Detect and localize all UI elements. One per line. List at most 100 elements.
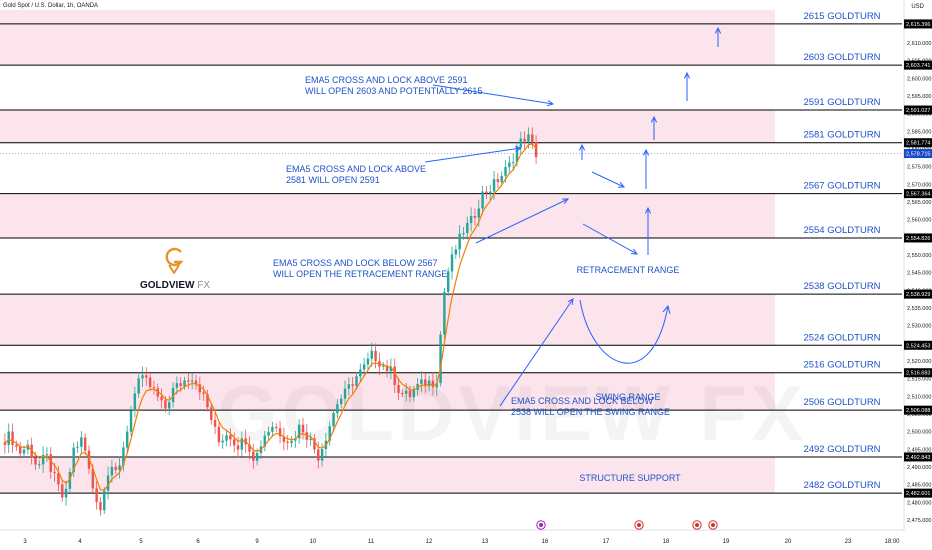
candle	[11, 431, 14, 445]
path-arrow-head	[644, 206, 652, 214]
y-tick-label: 2,475.000	[907, 518, 931, 524]
candle	[61, 484, 64, 498]
level-label: 2482 GOLDTURN	[803, 480, 880, 491]
candle	[297, 424, 301, 439]
price-tag-label: 2,591.027	[906, 108, 930, 114]
candle	[141, 375, 144, 379]
price-tag	[904, 340, 932, 350]
annotation-arrow-head	[515, 145, 523, 152]
candle	[355, 376, 358, 386]
candle	[477, 208, 480, 218]
event-icon-dot	[711, 523, 715, 527]
goldview-logo-icon	[165, 247, 184, 274]
y-tick-label: 2,535.000	[907, 306, 931, 312]
level-label: 2516 GOLDTURN	[803, 360, 880, 371]
candle	[343, 388, 347, 399]
candle	[229, 435, 232, 440]
candle	[359, 369, 362, 377]
candle	[531, 134, 534, 143]
candle	[95, 488, 98, 503]
candle	[439, 334, 442, 384]
candle	[301, 424, 305, 433]
candle	[122, 447, 125, 466]
annotation-arrow-head	[547, 100, 555, 107]
y-tick-label: 2,515.000	[907, 377, 931, 383]
price-tag-label: 2,538.929	[906, 292, 930, 298]
level-label: 2554 GOLDTURN	[803, 225, 880, 236]
price-tag	[904, 405, 932, 415]
candle	[389, 366, 393, 372]
candle	[454, 249, 458, 255]
annotation-arrow	[424, 147, 522, 163]
annotation-text: EMA5 CROSS AND LOCK BELOW 2567	[273, 258, 438, 268]
candle	[485, 191, 488, 194]
candle	[80, 437, 83, 447]
y-tick-label: 2,595.000	[907, 94, 931, 100]
y-tick-label: 2,490.000	[907, 465, 931, 471]
candle	[38, 464, 41, 466]
candle	[156, 388, 159, 397]
path-arrow-head	[578, 143, 586, 151]
candle	[18, 446, 22, 454]
path-arrow-head	[630, 248, 639, 255]
candle	[225, 435, 228, 441]
candle	[362, 364, 366, 370]
candle	[49, 454, 52, 472]
candle	[22, 449, 26, 454]
x-tick-label: 6	[196, 539, 200, 545]
candle	[179, 383, 182, 387]
candle	[397, 384, 400, 393]
annotation-text: WILL OPEN THE RETRACEMENT RANGE	[273, 269, 447, 279]
level-label: 2615 GOLDTURN	[803, 11, 880, 22]
candle	[91, 468, 95, 489]
price-tag-label: 2,482.601	[906, 491, 930, 497]
price-tag	[904, 19, 932, 29]
level-label: 2567 GOLDTURN	[803, 181, 880, 192]
candle	[267, 431, 270, 436]
level-label: 2603 GOLDTURN	[803, 52, 880, 63]
swing-curve	[579, 299, 669, 364]
candle	[404, 390, 408, 394]
candle	[236, 445, 240, 450]
y-tick-label: 2,480.000	[907, 500, 931, 506]
candle	[206, 394, 209, 408]
candle	[492, 179, 496, 192]
zone-band	[0, 110, 775, 143]
candle	[278, 428, 282, 437]
candle	[511, 162, 515, 164]
candle	[462, 233, 465, 235]
candle	[118, 465, 121, 470]
candle	[171, 387, 175, 403]
candle	[401, 392, 404, 394]
x-tick-label: 18	[663, 539, 670, 545]
candle	[34, 457, 37, 465]
candle	[450, 254, 454, 272]
x-tick-label: 17	[603, 539, 610, 545]
candle	[275, 426, 278, 429]
path-arrow	[582, 223, 638, 255]
candle	[164, 400, 167, 409]
candle	[240, 438, 244, 450]
level-label: 2591 GOLDTURN	[803, 97, 880, 108]
price-tag-label: 2,615.396	[906, 22, 930, 28]
candle	[332, 413, 335, 427]
candle	[145, 375, 148, 378]
candle	[194, 380, 198, 385]
candle	[103, 490, 106, 511]
y-tick-label: 2,610.000	[907, 41, 931, 47]
annotation-text: 2538 WILL OPEN THE SWING RANGE	[511, 407, 670, 417]
candle	[313, 438, 316, 450]
price-tag	[904, 233, 932, 243]
x-tick-label: 13	[482, 539, 489, 545]
event-icon-dot	[695, 523, 699, 527]
event-icon-dot	[539, 523, 543, 527]
candle	[309, 438, 312, 440]
ema5-line	[4, 143, 537, 491]
x-tick-label: 4	[78, 539, 82, 545]
candle	[412, 390, 416, 398]
price-tag-label: 2,506.088	[906, 408, 930, 414]
candle	[3, 442, 7, 445]
y-tick-label: 2,550.000	[907, 253, 931, 259]
y-tick-label: 2,500.000	[907, 430, 931, 436]
x-tick-label: 23	[845, 539, 852, 545]
